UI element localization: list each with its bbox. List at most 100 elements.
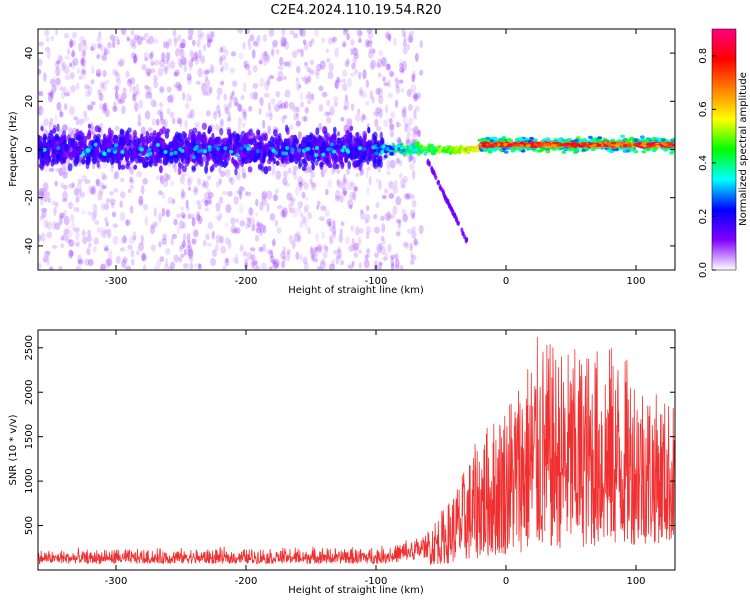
spectrogram-cell	[395, 86, 401, 94]
spectrogram-cell	[81, 229, 86, 237]
spectrogram-cell	[105, 198, 111, 203]
spectrogram-cell	[406, 192, 412, 199]
spectrogram-cell	[166, 60, 170, 71]
spectrogram-cell	[197, 68, 203, 78]
spectrogram-cell	[182, 240, 186, 248]
spectrogram-cell	[209, 63, 214, 74]
spectrogram-cell	[547, 145, 553, 149]
spectrogram-cell	[105, 221, 109, 227]
spectrogram-cell	[84, 135, 88, 142]
spectrogram-cell	[203, 69, 210, 75]
spectrogram-cell	[49, 117, 54, 127]
spectrogram-cell	[120, 158, 126, 166]
spectrogram-cell	[128, 236, 135, 244]
spectrogram-cell	[66, 134, 71, 142]
spectrogram-cell	[139, 147, 144, 152]
spectrogram-cell	[402, 151, 407, 156]
spectrogram-cell	[201, 122, 207, 130]
spectrogram-cell	[142, 178, 148, 185]
spectrogram-cell	[296, 155, 301, 163]
spectrogram-cell	[226, 117, 232, 122]
spectrogram-cell	[350, 181, 355, 188]
spectrogram-cell	[166, 52, 171, 62]
spectrogram-cell	[289, 134, 295, 143]
spectrogram-cell	[193, 52, 198, 62]
spectrogram-cell	[75, 232, 80, 241]
spectrogram-cell	[390, 256, 394, 267]
spectrogram-cell	[177, 151, 182, 159]
spectrogram-cell	[187, 35, 193, 40]
spectrogram-cell	[174, 137, 178, 145]
spectrogram-cell	[182, 232, 187, 242]
spectrogram-cell	[297, 234, 302, 243]
spectrogram-cell	[340, 221, 345, 227]
spectrogram-cell	[350, 38, 355, 46]
spectrogram-cell	[545, 150, 551, 154]
spectrogram-y-tick-label: -40	[24, 238, 35, 254]
spectrogram-cell	[239, 244, 244, 252]
spectrogram-cell	[161, 52, 166, 62]
spectrogram-cell	[228, 177, 233, 183]
spectrogram-cell	[386, 160, 391, 170]
spectrogram-cell	[296, 48, 301, 53]
spectrogram-cell	[101, 185, 106, 190]
spectrogram-cell	[324, 209, 330, 217]
spectrogram-cell	[204, 199, 209, 207]
spectrogram-cell	[275, 160, 280, 166]
spectrogram-cell	[270, 98, 276, 105]
spectrogram-cell	[154, 59, 160, 66]
spectrogram-cell	[292, 105, 297, 114]
spectrogram-cell	[392, 186, 399, 194]
spectrogram-cell	[355, 149, 360, 158]
spectrogram-cell	[130, 29, 134, 36]
spectrogram-cell	[455, 217, 459, 223]
spectrogram-cell	[298, 84, 302, 89]
spectrogram-cell	[211, 230, 215, 240]
spectrogram-cell	[114, 125, 120, 131]
spectrogram-cell	[129, 184, 135, 190]
spectrogram-cell	[267, 101, 272, 111]
spectrogram-cell	[364, 254, 369, 260]
spectrogram-cell	[51, 93, 55, 98]
spectrogram-cell	[195, 135, 200, 143]
spectrogram-cell	[104, 79, 110, 85]
spectrogram-cell	[96, 161, 100, 168]
spectrogram-cell	[206, 242, 212, 247]
spectrogram-cell	[309, 143, 314, 149]
spectrogram-cell	[414, 241, 420, 246]
spectrogram-cell	[307, 228, 311, 235]
spectrogram-cell	[91, 212, 97, 222]
spectrogram-cell	[399, 62, 404, 69]
spectrogram-cell	[165, 152, 169, 161]
spectrogram-cell	[44, 152, 49, 160]
spectrogram-cell	[71, 49, 75, 58]
spectrogram-cell	[70, 39, 76, 47]
spectrogram-cell	[320, 205, 327, 211]
spectrogram-cell	[373, 252, 380, 258]
spectrogram-cell	[248, 44, 252, 51]
spectrogram-cell	[128, 139, 133, 147]
spectrogram-cell	[371, 96, 376, 104]
spectrogram-cell	[50, 89, 54, 99]
spectrogram-cell	[402, 241, 409, 247]
spectrogram-cell	[208, 195, 212, 204]
spectrogram-cell	[163, 172, 169, 182]
spectrogram-cell	[266, 202, 270, 213]
spectrogram-cell	[109, 34, 115, 41]
spectrogram-cell	[252, 259, 258, 266]
spectrogram-cell	[307, 164, 313, 173]
spectrogram-cell	[342, 178, 346, 186]
colorbar-tick-label: 0.2	[698, 208, 709, 224]
colorbar-ticks: 0.00.20.40.60.8	[698, 48, 716, 278]
spectrogram-cell	[73, 206, 77, 212]
spectrogram-cell	[80, 69, 86, 75]
spectrogram-cell	[262, 224, 267, 234]
spectrogram-cell	[86, 153, 91, 163]
spectrogram-cell	[396, 159, 403, 164]
spectrogram-cell	[358, 38, 362, 43]
spectrogram-cell	[114, 35, 119, 42]
spectrogram-cell	[410, 84, 417, 94]
spectrogram-cell	[176, 86, 182, 92]
spectrogram-cell	[79, 35, 86, 44]
spectrogram-cell	[329, 106, 335, 116]
